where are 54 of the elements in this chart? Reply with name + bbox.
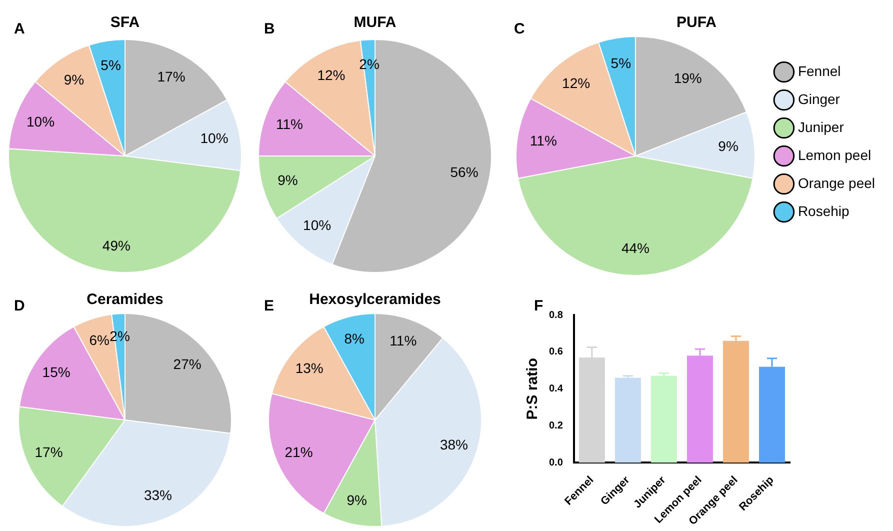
data-label: 5%	[100, 57, 121, 74]
data-label: 9%	[346, 492, 367, 508]
text: A	[14, 20, 25, 38]
chart-title: MUFA	[354, 14, 396, 32]
data-label: 10%	[26, 113, 55, 130]
data-label: 10%	[200, 130, 228, 146]
data-label: 27%	[173, 356, 202, 372]
bar	[614, 378, 641, 463]
data-label: 9%	[64, 72, 84, 88]
data-label: 56%	[450, 164, 478, 180]
legend-label: Orange peel	[798, 174, 876, 191]
data-label: 11%	[390, 332, 417, 349]
data-label: 11%	[276, 116, 303, 132]
chart-title: Ceramides	[86, 291, 164, 308]
text: C	[514, 20, 525, 38]
data-label: 17%	[157, 68, 186, 85]
data-label: 21%	[284, 444, 313, 460]
chart-title: SFA	[110, 14, 140, 32]
text: D	[14, 298, 25, 315]
y-tick-label: 0.0	[548, 457, 564, 468]
data-label: 17%	[34, 444, 63, 460]
data-label: 44%	[621, 240, 650, 256]
data-label: 33%	[144, 487, 172, 504]
legend-label: Lemon peel	[798, 146, 872, 163]
y-axis-title: P:S ratio	[524, 358, 542, 420]
data-label: 13%	[295, 360, 324, 376]
y-tick-label: 0.8	[548, 310, 564, 321]
data-label: 12%	[317, 67, 346, 84]
y-tick-label: 0.2	[548, 420, 564, 432]
chart-title: Hexosylceramides	[309, 291, 441, 308]
data-label: 10%	[303, 216, 332, 233]
data-label: 6%	[89, 332, 110, 348]
y-tick-label: 0.4	[548, 384, 564, 395]
bar	[650, 376, 677, 463]
legend-label: Ginger	[798, 90, 840, 107]
data-label: 9%	[278, 172, 298, 188]
data-label: 49%	[102, 237, 130, 254]
data-label: 5%	[610, 54, 632, 71]
data-label: 19%	[674, 70, 702, 86]
data-label: 15%	[42, 364, 70, 380]
legend-label: Fennel	[798, 62, 841, 79]
y-tick-label: 0.6	[548, 346, 564, 358]
text: F	[534, 298, 544, 315]
data-label: 12%	[562, 75, 590, 92]
chart-title: PUFA	[676, 14, 717, 32]
data-label: 2%	[110, 328, 130, 344]
legend-label: Juniper	[798, 118, 844, 135]
data-label: 11%	[530, 132, 557, 148]
data-label: 38%	[440, 436, 468, 453]
data-label: 9%	[718, 138, 738, 154]
text: B	[264, 20, 275, 38]
data-label: 8%	[344, 330, 364, 346]
legend-label: Rosehip	[798, 202, 850, 219]
text: E	[264, 298, 274, 315]
